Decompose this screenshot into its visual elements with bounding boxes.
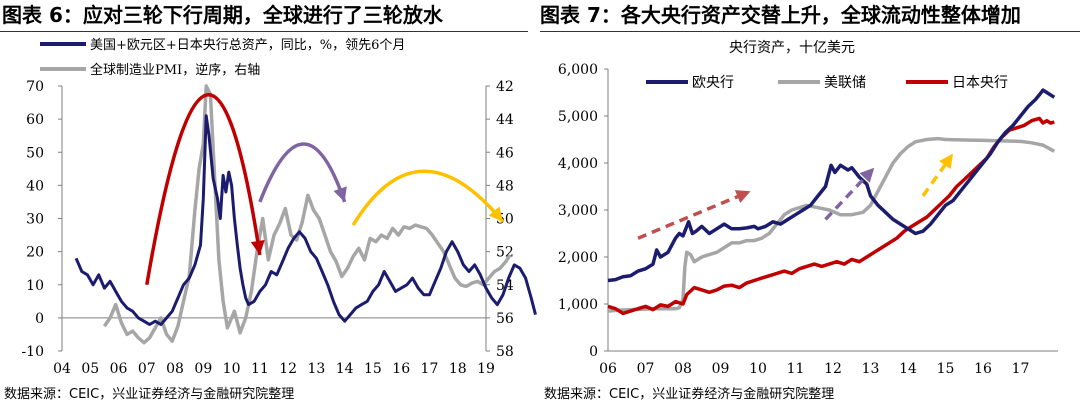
left-x-tick-label: 06 (110, 361, 128, 377)
cycle-arrow-head-1 (250, 240, 265, 255)
left-y-tick-label: 60 (26, 112, 44, 128)
y-tick-label: 0 (589, 344, 598, 360)
right-y-tick-label: 48 (496, 178, 514, 194)
left-y-tick-label: 10 (26, 278, 44, 294)
x-tick-label: 12 (824, 361, 842, 377)
x-tick-label: 10 (749, 361, 767, 377)
series-line-gray (607, 136, 1056, 313)
y-tick-label: 6,000 (558, 62, 598, 78)
y-tick-label: 2,000 (558, 250, 598, 266)
right-y-tick-label: 58 (496, 344, 514, 360)
legend-label-boj: 日本央行 (952, 75, 1008, 91)
left-legend: 美国+欧元区+日本央行总资产，同比，%，领先6个月 全球制造业PMI，逆序，右轴 (40, 38, 405, 78)
right-y-tick-label: 56 (496, 311, 514, 327)
left-y-tick-label: 70 (26, 79, 44, 95)
y-tick-label: 4,000 (558, 156, 598, 172)
legend-label-ecb: 欧央行 (692, 75, 734, 91)
x-tick-label: 13 (862, 361, 880, 377)
left-x-tick-label: 19 (477, 361, 495, 377)
right-chart: 央行资产，十亿美元 6,000 5,000 4,000 3,000 2,000 1,000… (558, 40, 1058, 377)
trend-arrow-1 (637, 193, 742, 240)
cycle-arrow-head-3 (488, 206, 503, 222)
left-x-tick-label: 12 (279, 361, 297, 377)
x-tick-label: 09 (712, 361, 730, 377)
legend-label-assets: 美国+欧元区+日本央行总资产，同比，%，领先6个月 (90, 38, 405, 53)
left-y-tick-label: 20 (26, 245, 44, 261)
left-x-tick-label: 05 (81, 361, 99, 377)
legend-label-fed: 美联储 (824, 75, 866, 91)
right-legend: 欧央行 美联储 日本央行 (646, 75, 1008, 91)
left-chart: 美国+欧元区+日本央行总资产，同比，%，领先6个月 全球制造业PMI，逆序，右轴… (21, 38, 537, 377)
left-y-tick-label: 30 (26, 212, 44, 228)
right-series (607, 88, 1056, 316)
cycle-arrow-2 (258, 142, 347, 203)
left-source: 数据来源：CEIC，兴业证券经济与金融研究院整理 (4, 387, 295, 402)
left-chart-title: 图表 6：应对三轮下行周期，全球进行了三轮放水 (2, 3, 443, 27)
right-title-rule (540, 31, 1080, 32)
x-tick-label: 14 (899, 361, 917, 377)
left-x-tick-label: 11 (251, 361, 269, 377)
left-y-tick-label: 50 (26, 145, 44, 161)
left-x-tick-label: 08 (166, 361, 184, 377)
y-tick-label: 1,000 (558, 297, 598, 313)
right-chart-title: 图表 7：各大央行资产交替上升，全球流动性整体增加 (540, 3, 1021, 27)
right-cycle-arrows (637, 153, 953, 240)
left-x-tick-label: 15 (364, 361, 382, 377)
left-x-tick-label: 07 (138, 361, 156, 377)
x-tick-label: 07 (637, 361, 655, 377)
left-x-tick-label: 17 (421, 361, 439, 377)
y-tick-label: 3,000 (558, 203, 598, 219)
left-x-tick-label: 16 (392, 361, 410, 377)
pmi-series-line (102, 84, 512, 345)
left-y-tick-label: 0 (35, 311, 44, 327)
left-cycle-arrows (145, 93, 505, 286)
right-y-tick-label: 42 (496, 79, 514, 95)
cycle-arrow-3 (351, 169, 505, 227)
right-unit-label: 央行资产，十亿美元 (729, 40, 855, 56)
y-tick-label: 5,000 (558, 109, 598, 125)
assets-series-line (74, 114, 537, 326)
left-x-tick-label: 18 (449, 361, 467, 377)
left-title-rule (0, 31, 528, 32)
trend-arrow-head-2 (859, 167, 875, 183)
left-x-tick-label: 13 (307, 361, 325, 377)
x-tick-label: 17 (1012, 361, 1030, 377)
cycle-arrow-1 (145, 93, 262, 286)
trend-arrow-3 (921, 160, 949, 197)
left-y-tick-label: 40 (26, 178, 44, 194)
right-axes: 6,000 5,000 4,000 3,000 2,000 1,000 006 07 08 09 1… (558, 62, 1058, 377)
left-series (74, 84, 537, 345)
series-line-navy (607, 88, 1056, 283)
legend-label-pmi: 全球制造业PMI，逆序，右轴 (90, 62, 260, 78)
right-y-tick-label: 52 (496, 245, 514, 261)
x-tick-label: 08 (674, 361, 692, 377)
left-x-tick-label: 09 (194, 361, 212, 377)
left-y-tick-label: -10 (21, 344, 44, 360)
cycle-arrow-head-2 (333, 186, 347, 202)
left-x-tick-label: 04 (53, 361, 71, 377)
x-tick-label: 06 (599, 361, 617, 377)
right-y-tick-label: 44 (496, 112, 514, 128)
x-tick-label: 16 (974, 361, 992, 377)
trend-arrow-head-1 (734, 190, 751, 204)
left-x-tick-label: 14 (336, 361, 354, 377)
trend-arrow-2 (824, 173, 869, 221)
right-source: 数据来源：CEIC，兴业证券经济与金融研究院整理 (544, 387, 835, 402)
right-y-tick-label: 46 (496, 145, 514, 161)
left-x-tick-label: 10 (223, 361, 241, 377)
trend-arrow-head-3 (939, 153, 953, 170)
x-tick-label: 15 (937, 361, 955, 377)
x-tick-label: 11 (787, 361, 805, 377)
